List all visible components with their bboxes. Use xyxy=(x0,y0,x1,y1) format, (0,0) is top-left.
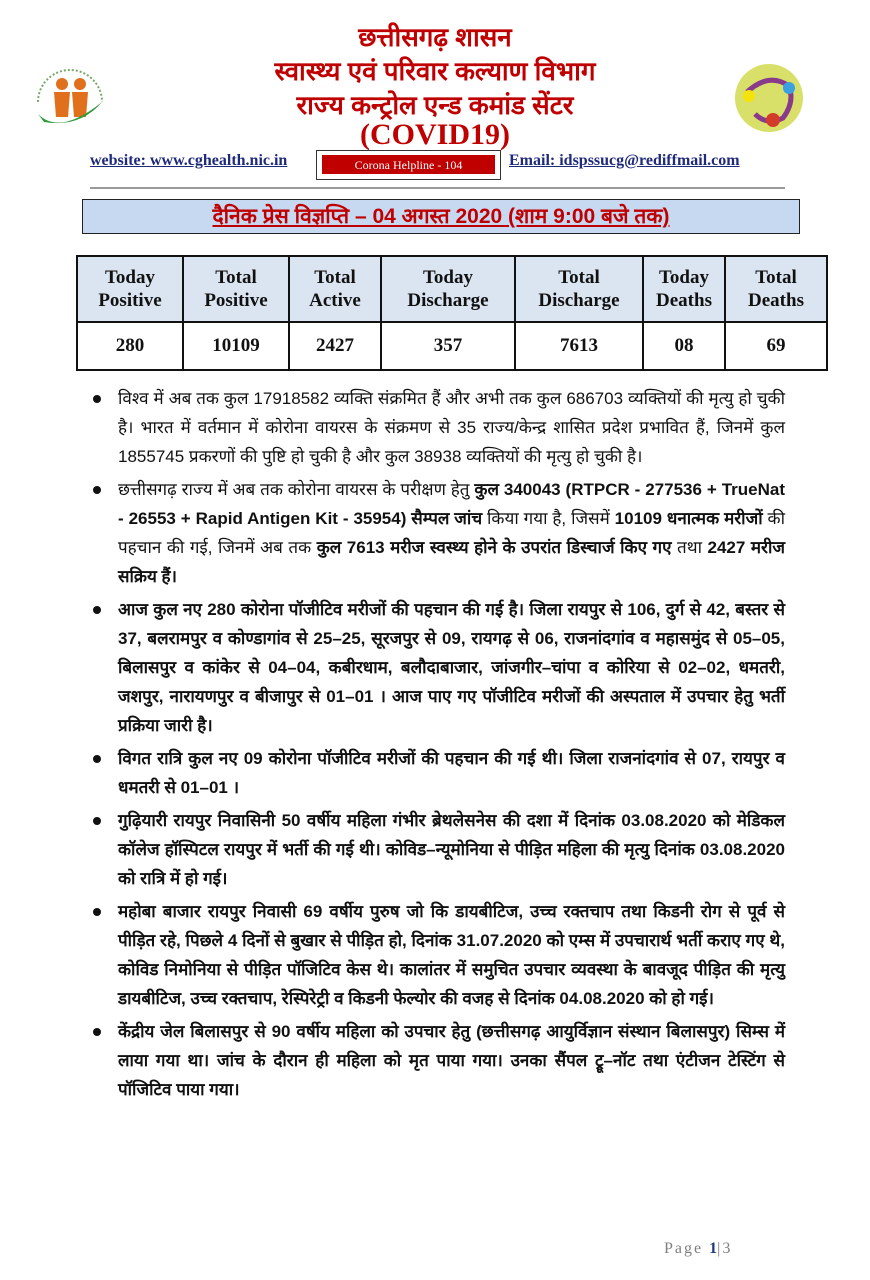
stats-header-row: Today Positive Total Positive Total Active Tod… xyxy=(76,255,828,323)
helpline-box: Corona Helpline - 104 xyxy=(316,150,501,180)
stats-value-row: 280 10109 2427 357 7613 08 69 xyxy=(76,321,828,371)
bullet-text: विश्व में अब तक कुल 17918582 व्यक्ति संक… xyxy=(118,389,785,466)
bullet-text: केंद्रीय जेल बिलासपुर से 90 वर्षीय महिला… xyxy=(118,1022,785,1099)
column-header: Total Deaths xyxy=(724,255,828,323)
bullet-text: कुल 7613 मरीज स्वस्थ्य होने के उपरांत डि… xyxy=(316,538,672,557)
bullet-text: की पहचान की गई, जिनमें अब तक xyxy=(118,509,785,557)
idsp-logo xyxy=(735,64,803,132)
column-header: Today Discharge xyxy=(380,255,516,323)
bullet-text: कुल 340043 (RTPCR - 277536 + TrueNat - 2… xyxy=(118,480,785,528)
stat-value: 357 xyxy=(380,321,516,371)
department-title: स्वास्थ्य एवं परिवार कल्याण विभाग xyxy=(274,56,596,86)
column-header-line: Discharge xyxy=(407,290,489,311)
column-header-line: Total xyxy=(558,267,600,288)
column-header-line: Total xyxy=(314,267,356,288)
bullet-text: गुढ़ियारी रायपुर निवासिनी 50 वर्षीय महिल… xyxy=(118,811,785,888)
bullet-text: 10109 धनात्मक मरीजों xyxy=(614,509,763,528)
bullet-item: विगत रात्रि कुल नए 09 कोरोना पॉजीटिव मरी… xyxy=(93,744,785,802)
stats-table: Today Positive Total Positive Total Active Tod… xyxy=(76,255,828,371)
govt-title: छत्तीसगढ़ शासन xyxy=(358,22,512,52)
stat-value: 08 xyxy=(642,321,726,371)
column-header: Total Positive xyxy=(182,255,290,323)
stat-value: 280 xyxy=(76,321,184,371)
column-header-line: Deaths xyxy=(748,290,804,311)
column-header: Today Deaths xyxy=(642,255,726,323)
bullet-item: छत्तीसगढ़ राज्य में अब तक कोरोना वायरस क… xyxy=(93,475,785,591)
column-header-line: Total xyxy=(215,267,257,288)
health-mission-logo xyxy=(37,69,103,124)
divider xyxy=(90,187,785,189)
column-header: Total Active xyxy=(288,255,382,323)
stat-value: 69 xyxy=(724,321,828,371)
bullet-text: तथा xyxy=(671,538,708,557)
column-header-line: Positive xyxy=(98,290,162,311)
column-header-line: Discharge xyxy=(538,290,620,311)
stat-value: 2427 xyxy=(288,321,382,371)
covid-title: (COVID19) xyxy=(360,118,510,151)
column-header-line: Active xyxy=(309,290,361,311)
bullet-text: किया गया है, जिसमें xyxy=(482,509,615,528)
page-label: Page xyxy=(664,1240,704,1257)
stat-value: 10109 xyxy=(182,321,290,371)
bullet-item: केंद्रीय जेल बिलासपुर से 90 वर्षीय महिला… xyxy=(93,1017,785,1104)
bullet-item: महोबा बाजार रायपुर निवासी 69 वर्षीय पुरु… xyxy=(93,897,785,1013)
bullet-item: गुढ़ियारी रायपुर निवासिनी 50 वर्षीय महिल… xyxy=(93,806,785,893)
column-header: Today Positive xyxy=(76,255,184,323)
center-title: राज्य कन्ट्रोल एन्ड कमांड सेंटर xyxy=(296,90,574,120)
helpline-label: Corona Helpline - 104 xyxy=(322,155,495,174)
stat-value: 7613 xyxy=(514,321,644,371)
column-header-line: Today xyxy=(423,267,473,288)
bullet-text: आज कुल नए 280 कोरोना पॉजीटिव मरीजों की प… xyxy=(118,600,785,735)
bullet-text: महोबा बाजार रायपुर निवासी 69 वर्षीय पुरु… xyxy=(118,902,785,1008)
page-total: 3 xyxy=(722,1240,733,1257)
column-header-line: Today xyxy=(105,267,155,288)
email-link[interactable]: Email: idspssucg@rediffmail.com xyxy=(509,152,740,169)
press-release-title-box: दैनिक प्रेस विज्ञप्ति – 04 अगस्त 2020 (श… xyxy=(82,199,800,234)
page-number: 1 xyxy=(709,1240,718,1257)
page-footer: Page 1|3 xyxy=(664,1240,732,1258)
bullet-item: आज कुल नए 280 कोरोना पॉजीटिव मरीजों की प… xyxy=(93,595,785,740)
page-sep: | xyxy=(717,1240,723,1257)
bullet-text: विगत रात्रि कुल नए 09 कोरोना पॉजीटिव मरी… xyxy=(118,749,785,797)
bullet-text: 2427 मरीज सक्रिय हैं। xyxy=(118,538,786,586)
column-header-line: Today xyxy=(659,267,709,288)
column-header-line: Total xyxy=(755,267,797,288)
column-header-line: Deaths xyxy=(656,290,712,311)
column-header-line: Positive xyxy=(204,290,268,311)
bullet-item: विश्व में अब तक कुल 17918582 व्यक्ति संक… xyxy=(93,384,785,471)
website-link[interactable]: website: www.cghealth.nic.in xyxy=(90,152,288,169)
press-release-title: दैनिक प्रेस विज्ञप्ति – 04 अगस्त 2020 (श… xyxy=(212,205,670,228)
bullet-text: छत्तीसगढ़ राज्य में अब तक कोरोना वायरस क… xyxy=(118,480,475,499)
bullet-list: विश्व में अब तक कुल 17918582 व्यक्ति संक… xyxy=(93,384,785,1108)
column-header: Total Discharge xyxy=(514,255,644,323)
